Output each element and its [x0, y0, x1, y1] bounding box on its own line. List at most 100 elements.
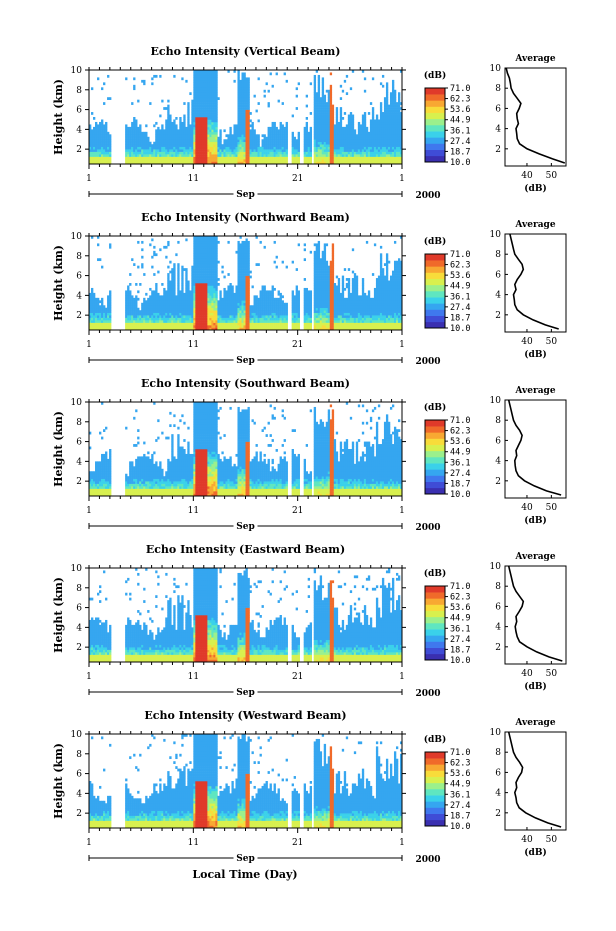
- echo-cell: [165, 136, 168, 140]
- echo-cell: [91, 159, 94, 162]
- echo-cell: [147, 327, 150, 331]
- echo-cell: [313, 154, 317, 157]
- echo-cell: [199, 253, 202, 257]
- echo-cell: [93, 141, 96, 145]
- echo-cell: [205, 129, 208, 133]
- echo-cell: [331, 129, 335, 133]
- echo-cell: [129, 131, 132, 135]
- echo-cell: [193, 245, 196, 249]
- echo-cell: [155, 305, 158, 309]
- echo-cell: [241, 320, 244, 323]
- echo-cell: [145, 305, 148, 309]
- echo-cell: [177, 285, 180, 289]
- echo-cell: [199, 285, 202, 289]
- echo-cell: [235, 322, 238, 326]
- echo-cell: [331, 121, 335, 125]
- echo-cell: [201, 119, 204, 123]
- echo-cell: [263, 317, 266, 321]
- echo-cell: [323, 94, 327, 98]
- echo-cell: [331, 126, 335, 130]
- echo-cell: [171, 134, 174, 138]
- echo-cell: [179, 295, 182, 299]
- echo-cell: [205, 139, 208, 143]
- echo-cell: [245, 285, 248, 289]
- echo-cell: [135, 325, 138, 328]
- echo-cell: [331, 109, 335, 113]
- echo-cell: [343, 161, 347, 165]
- echo-cell: [363, 151, 367, 155]
- echo-cell: [193, 302, 196, 306]
- echo-cell: [213, 290, 216, 294]
- echo-cell: [335, 134, 339, 138]
- echo-cell: [197, 87, 200, 91]
- echo-cell: [239, 87, 242, 91]
- echo-cell: [139, 159, 142, 162]
- echo-cell: [167, 159, 170, 162]
- echo-cell: [183, 117, 186, 120]
- echo-cell: [197, 300, 200, 304]
- echo-cell: [363, 154, 367, 157]
- echo-cell: [189, 327, 192, 331]
- echo-cell: [281, 124, 284, 128]
- echo-cell: [161, 312, 164, 316]
- echo-cell: [245, 154, 248, 157]
- echo-cell: [247, 263, 250, 266]
- echo-cell: [163, 300, 166, 304]
- echo-cell: [325, 141, 329, 145]
- echo-cell: [277, 139, 280, 143]
- echo-cell: [155, 287, 158, 291]
- echo-cell: [213, 248, 216, 252]
- echo-cell: [221, 322, 224, 326]
- echo-cell: [191, 325, 194, 328]
- echo-cell: [371, 124, 375, 128]
- echo-cell: [127, 151, 130, 155]
- echo-cell: [327, 144, 331, 147]
- echo-cell: [167, 107, 170, 110]
- echo-cell: [127, 310, 130, 313]
- echo-cell: [237, 307, 240, 311]
- echo-cell: [303, 159, 306, 162]
- echo-cell: [353, 131, 357, 135]
- echo-cell: [341, 161, 345, 165]
- echo-cell: [247, 112, 250, 115]
- echo-cell: [343, 141, 347, 145]
- echo-cell: [249, 307, 252, 311]
- echo-cell: [335, 124, 339, 128]
- echo-cell: [133, 154, 136, 157]
- echo-cell: [93, 131, 96, 135]
- profile-y-tick-label: 10: [490, 64, 502, 74]
- echo-cell: [317, 131, 321, 135]
- echo-cell: [235, 131, 238, 135]
- echo-cell: [353, 136, 357, 140]
- echo-cell: [351, 114, 355, 118]
- echo-cell: [93, 292, 96, 296]
- echo-cell: [199, 117, 202, 120]
- echo-cell: [159, 322, 162, 326]
- colorbar-swatch: [425, 149, 445, 157]
- echo-cell: [207, 119, 210, 123]
- echo-cell: [209, 315, 212, 318]
- echo-cell: [241, 146, 244, 150]
- echo-cell: [215, 287, 218, 291]
- echo-cell: [197, 295, 200, 299]
- echo-cell: [327, 156, 331, 160]
- echo-cell: [185, 320, 188, 323]
- echo-cell: [237, 74, 240, 78]
- echo-cell: [391, 141, 395, 145]
- echo-cell: [167, 240, 170, 244]
- echo-cell: [283, 154, 286, 157]
- echo-cell: [231, 325, 234, 328]
- echo-cell: [241, 131, 244, 135]
- echo-cell: [135, 300, 138, 304]
- echo-cell: [235, 297, 238, 301]
- echo-cell: [171, 297, 174, 301]
- echo-cell: [125, 131, 128, 135]
- echo-cell: [89, 156, 92, 160]
- echo-cell: [389, 144, 393, 147]
- echo-cell: [141, 144, 144, 147]
- echo-cell: [393, 146, 397, 150]
- echo-cell: [97, 322, 100, 326]
- echo-cell: [139, 154, 142, 157]
- echo-cell: [181, 134, 184, 138]
- echo-cell: [125, 129, 128, 133]
